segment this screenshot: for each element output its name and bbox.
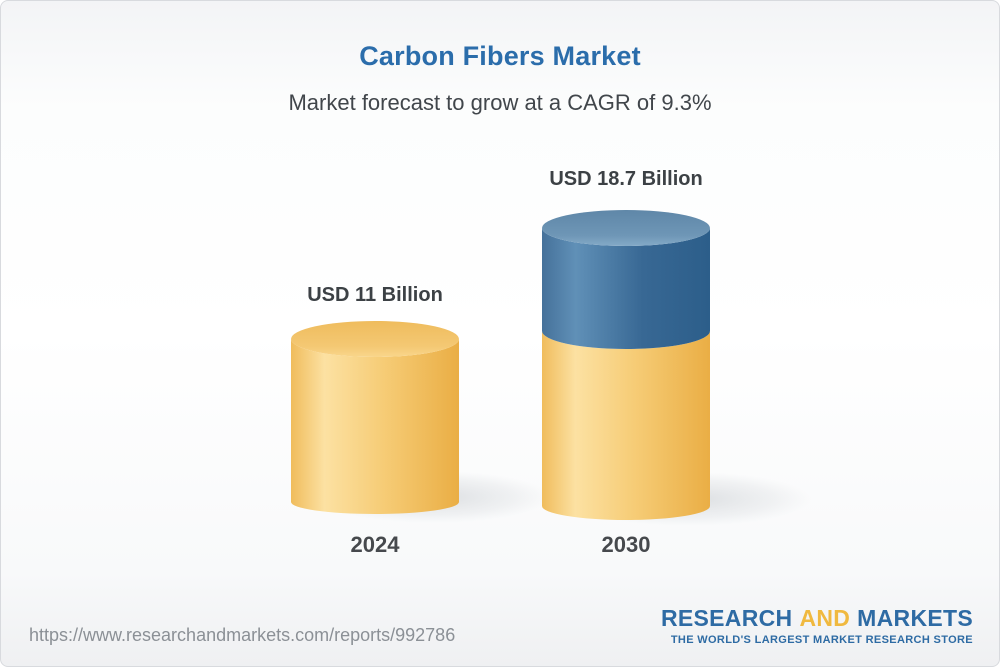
logo-word-markets: MARKETS [857, 605, 973, 631]
bar-2030 [542, 210, 710, 520]
value-label-2024: USD 11 Billion [307, 284, 443, 306]
brand-logo: RESEARCH AND MARKETS THE WORLD'S LARGEST M… [661, 605, 973, 646]
brand-logo-wordmark: RESEARCH AND MARKETS [661, 605, 973, 631]
bar-2024-body [291, 339, 459, 514]
brand-logo-tagline: THE WORLD'S LARGEST MARKET RESEARCH STOR… [670, 634, 973, 647]
bar-2024-top [291, 321, 459, 357]
report-url: https://www.researchandmarkets.com/repor… [29, 625, 456, 645]
page-title: Carbon Fibers Market [359, 41, 641, 71]
value-label-2030: USD 18.7 Billion [549, 168, 703, 190]
x-axis-label-2030: 2030 [601, 532, 651, 557]
bar-2030-top [542, 210, 710, 246]
bar-2030-yellow-segment [542, 331, 710, 520]
logo-word-research: RESEARCH [660, 605, 793, 631]
logo-word-and: AND [799, 605, 851, 631]
page-subtitle: Market forecast to grow at a CAGR of 9.3… [288, 90, 712, 115]
bar-2024 [291, 321, 459, 514]
x-axis-label-2024: 2024 [350, 532, 400, 557]
bar-2030-blue-segment [542, 228, 710, 349]
